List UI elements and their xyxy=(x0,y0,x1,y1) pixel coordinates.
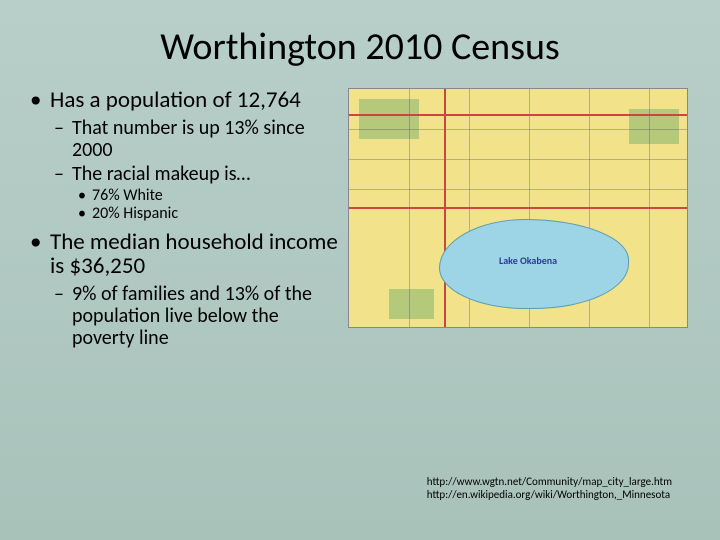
city-map: Lake Okabena xyxy=(348,88,688,328)
text-column: Has a population of 12,764 That number i… xyxy=(30,88,340,351)
map-highway xyxy=(444,89,446,327)
bullet-poverty: 9% of families and 13% of the population… xyxy=(30,283,340,349)
map-green-area xyxy=(359,99,419,139)
source-link-2: http://en.wikipedia.org/wiki/Worthington… xyxy=(427,488,672,502)
source-link-1: http://www.wgtn.net/Community/map_city_l… xyxy=(427,475,672,489)
bullet-income: The median household income is $36,250 xyxy=(30,230,340,280)
bullet-growth: That number is up 13% since 2000 xyxy=(30,117,340,161)
bullet-population: Has a population of 12,764 xyxy=(30,88,340,113)
content-area: Has a population of 12,764 That number i… xyxy=(0,88,720,351)
bullet-racial-makeup: The racial makeup is… xyxy=(30,163,340,185)
map-street xyxy=(349,159,687,160)
map-street xyxy=(349,189,687,190)
map-street xyxy=(349,129,687,130)
lake-label: Lake Okabena xyxy=(499,254,557,267)
map-green-area xyxy=(389,289,434,319)
image-column: Lake Okabena xyxy=(340,88,690,351)
map-highway xyxy=(349,207,687,209)
slide-title: Worthington 2010 Census xyxy=(0,0,720,88)
source-citations: http://www.wgtn.net/Community/map_city_l… xyxy=(427,475,672,503)
bullet-hispanic: 20% Hispanic xyxy=(30,205,340,223)
bullet-white: 76% White xyxy=(30,187,340,205)
map-highway xyxy=(349,114,687,116)
